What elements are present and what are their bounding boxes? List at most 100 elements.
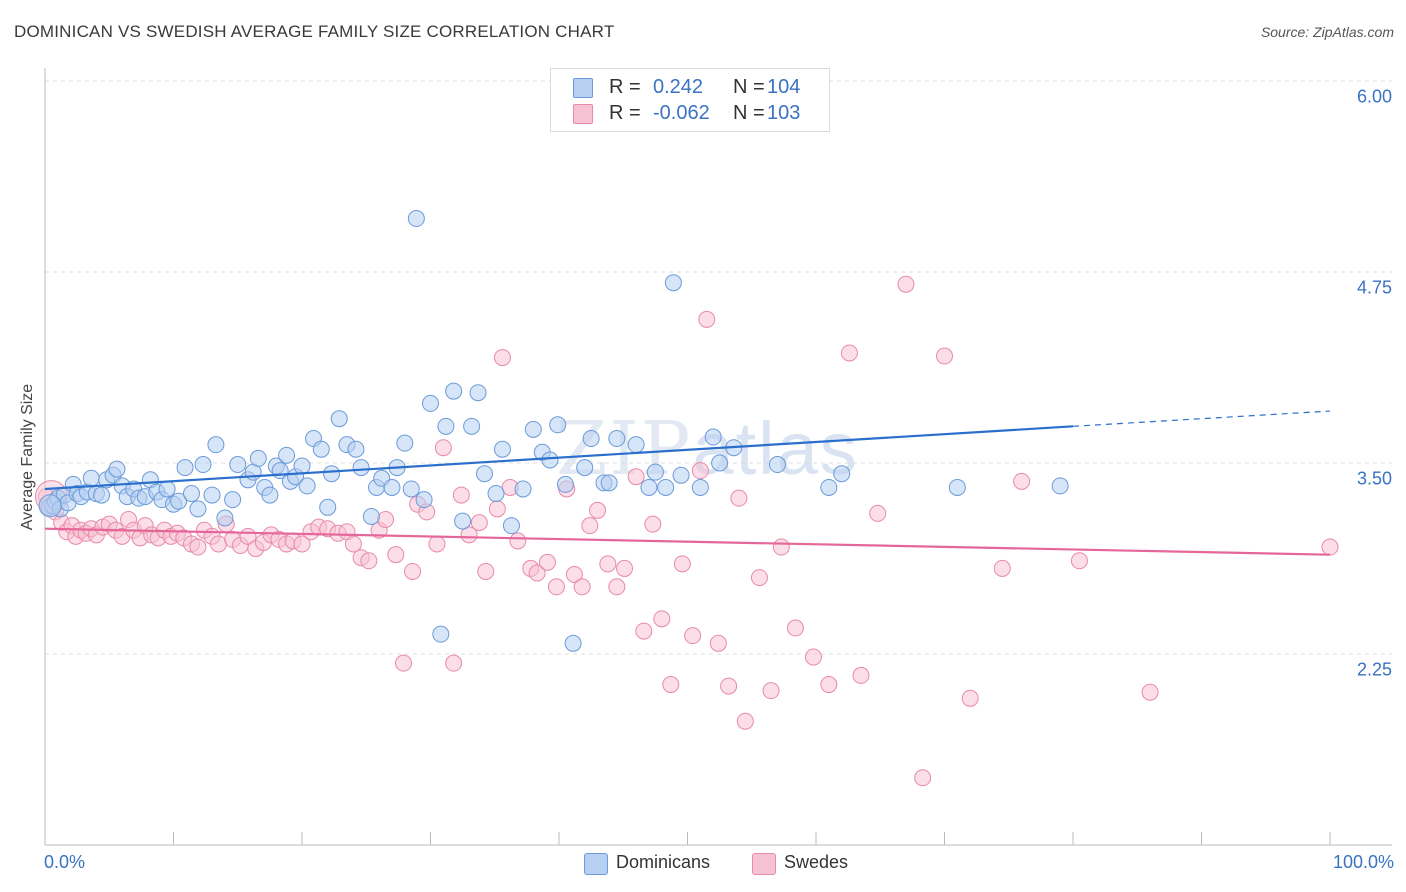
data-point xyxy=(635,622,653,640)
data-point xyxy=(720,677,738,695)
data-point xyxy=(820,676,838,694)
grid-lines xyxy=(45,80,1392,655)
data-point xyxy=(582,430,600,448)
data-point xyxy=(565,566,583,584)
data-point xyxy=(616,559,634,577)
data-point xyxy=(852,666,870,684)
data-point xyxy=(897,275,915,293)
data-point xyxy=(599,555,617,573)
data-point xyxy=(762,682,780,700)
data-point xyxy=(538,553,556,571)
data-point xyxy=(108,460,126,478)
data-point xyxy=(189,500,207,518)
legend-swatch-pink xyxy=(573,104,593,124)
data-point xyxy=(293,457,311,475)
data-point xyxy=(657,478,675,496)
source-credit: Source: ZipAtlas.com xyxy=(1260,24,1394,40)
data-point xyxy=(383,478,401,496)
data-point xyxy=(182,485,200,503)
data-point xyxy=(475,465,493,483)
data-point xyxy=(82,469,100,487)
data-point xyxy=(869,504,887,522)
data-point xyxy=(547,578,565,596)
data-point xyxy=(298,477,316,495)
data-point xyxy=(961,689,979,707)
data-point xyxy=(549,416,567,434)
data-point xyxy=(207,436,225,454)
data-point xyxy=(786,619,804,637)
stats-legend: R = 0.242 N = 104 R = -0.062 N = 103 xyxy=(550,68,830,132)
data-point xyxy=(319,498,337,516)
data-point xyxy=(203,486,221,504)
data-point xyxy=(820,478,838,496)
data-point xyxy=(948,478,966,496)
y-tick-label: 2.25 xyxy=(1356,659,1392,680)
data-point xyxy=(454,512,472,530)
x-tick-min: 0.0% xyxy=(44,852,86,872)
data-point xyxy=(653,610,671,628)
y-tick-label: 3.50 xyxy=(1356,468,1392,489)
data-point xyxy=(524,420,542,438)
legend-label-swedes: Swedes xyxy=(784,852,849,872)
data-point xyxy=(672,466,690,484)
data-point xyxy=(387,546,405,564)
data-point xyxy=(627,468,645,486)
data-point xyxy=(704,428,722,446)
data-point xyxy=(1051,477,1069,495)
legend-r-label: R = xyxy=(609,102,641,124)
legend-label-dominicans: Dominicans xyxy=(616,852,711,872)
data-point xyxy=(662,676,680,694)
data-point xyxy=(452,486,470,504)
data-point xyxy=(1070,552,1088,570)
data-point xyxy=(460,526,478,544)
y-axis-label: Average Family Size xyxy=(19,383,36,531)
data-point xyxy=(428,535,446,553)
watermark-zip: ZIP xyxy=(556,406,693,492)
data-point xyxy=(833,465,851,483)
data-point xyxy=(691,478,709,496)
y-tick-label: 4.75 xyxy=(1356,277,1392,298)
data-point xyxy=(434,439,452,457)
data-point xyxy=(224,491,242,509)
data-point xyxy=(664,274,682,292)
data-point xyxy=(93,486,111,504)
data-point xyxy=(556,475,574,493)
data-point xyxy=(509,532,527,550)
data-point xyxy=(576,459,594,477)
data-point xyxy=(698,310,716,328)
data-point xyxy=(170,492,188,510)
swedes-trend-line xyxy=(44,527,1331,556)
data-point xyxy=(194,456,212,474)
swedes-points xyxy=(34,275,1339,787)
data-point xyxy=(730,489,748,507)
data-point xyxy=(528,564,546,582)
legend-swatch-pink xyxy=(752,853,776,875)
data-point xyxy=(422,394,439,412)
data-point xyxy=(445,654,463,672)
data-point xyxy=(415,491,433,509)
data-point xyxy=(362,507,380,525)
data-point xyxy=(711,454,729,472)
data-point xyxy=(38,494,62,518)
data-point xyxy=(395,654,413,672)
data-point xyxy=(564,634,582,652)
data-point xyxy=(470,514,488,532)
x-tick-max: 100.0% xyxy=(1332,852,1394,872)
data-point xyxy=(589,501,607,519)
data-point xyxy=(1013,472,1031,490)
data-point xyxy=(804,648,822,666)
legend-r-value: -0.062 xyxy=(653,102,710,124)
data-point xyxy=(502,517,520,535)
data-point xyxy=(487,485,505,503)
data-point xyxy=(608,430,626,448)
data-point xyxy=(1321,538,1339,556)
data-point xyxy=(644,515,662,533)
data-point xyxy=(278,446,296,464)
legend-n-label: N = xyxy=(733,76,765,98)
data-point xyxy=(261,486,279,504)
data-point xyxy=(673,555,691,573)
data-point xyxy=(176,459,194,477)
data-point xyxy=(627,436,645,454)
data-point xyxy=(691,462,709,480)
legend-n-label: N = xyxy=(733,102,765,124)
